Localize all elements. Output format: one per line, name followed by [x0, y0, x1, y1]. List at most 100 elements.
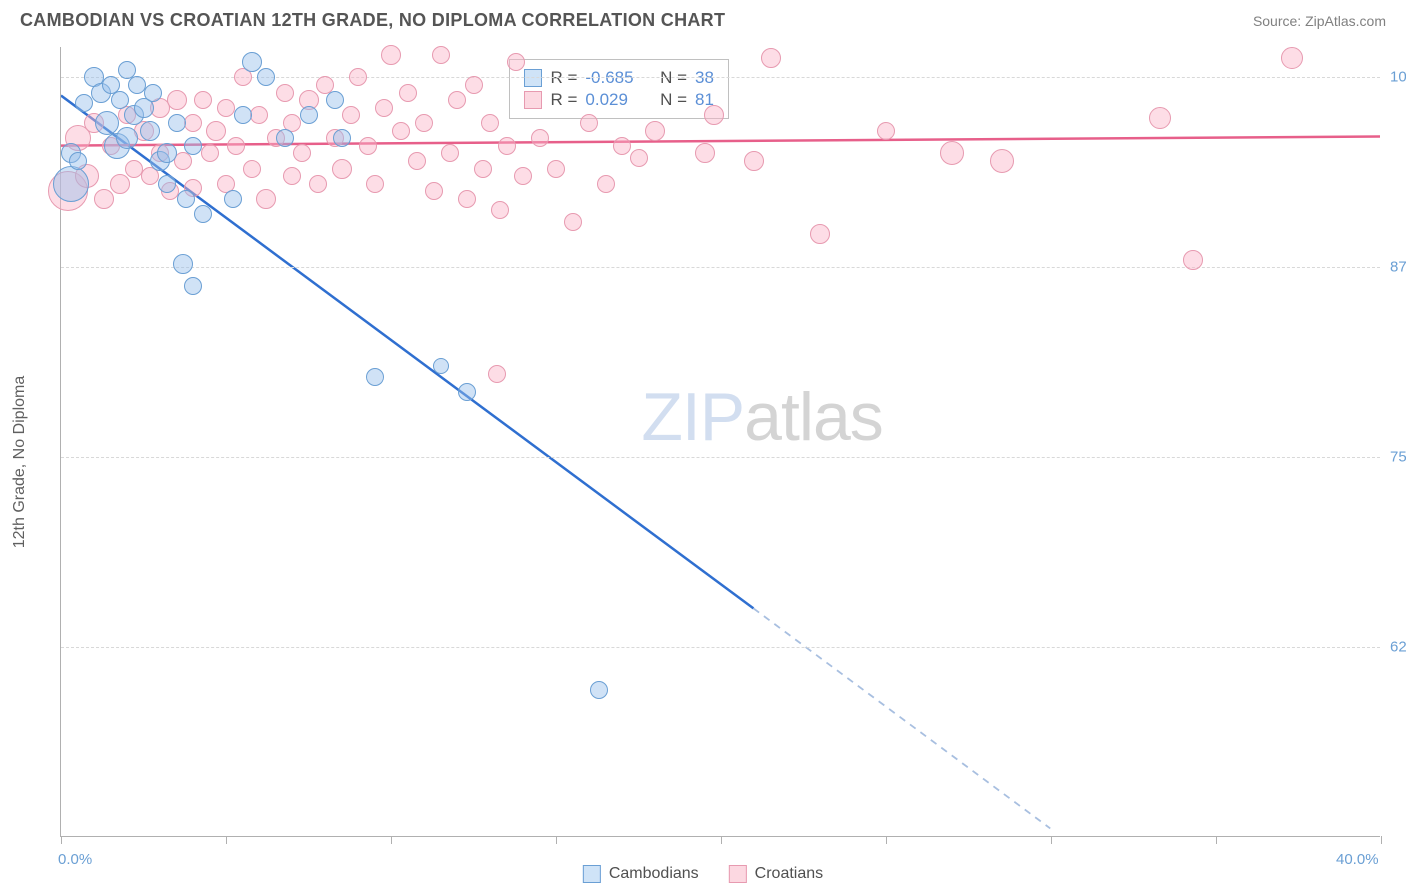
chart-header: CAMBODIAN VS CROATIAN 12TH GRADE, NO DIP… [0, 0, 1406, 37]
data-point [217, 99, 235, 117]
data-point [564, 213, 582, 231]
data-point [375, 99, 393, 117]
data-point [448, 91, 466, 109]
data-point [474, 160, 492, 178]
data-point [276, 129, 294, 147]
data-point [256, 189, 276, 209]
data-point [293, 144, 311, 162]
data-point [224, 190, 242, 208]
data-point [157, 143, 177, 163]
data-point [53, 166, 89, 202]
legend-swatch [524, 91, 542, 109]
data-point [580, 114, 598, 132]
legend-swatch [729, 865, 747, 883]
data-point [645, 121, 665, 141]
gridline [61, 267, 1380, 268]
data-point [283, 167, 301, 185]
data-point [243, 160, 261, 178]
data-point [940, 141, 964, 165]
data-point [514, 167, 532, 185]
legend-item: Croatians [729, 865, 823, 883]
legend-label: Cambodians [609, 865, 699, 883]
data-point [177, 190, 195, 208]
plot-area: ZIPatlas R =-0.685 N =38R =0.029 N =81 1… [60, 47, 1380, 837]
data-point [349, 68, 367, 86]
data-point [309, 175, 327, 193]
data-point [695, 143, 715, 163]
data-point [613, 137, 631, 155]
data-point [234, 106, 252, 124]
data-point [408, 152, 426, 170]
y-tick-label: 100.0% [1390, 69, 1406, 86]
data-point [366, 175, 384, 193]
data-point [507, 53, 525, 71]
data-point [392, 122, 410, 140]
gridline [61, 647, 1380, 648]
data-point [227, 137, 245, 155]
stats-row: R =0.029 N =81 [524, 90, 714, 110]
data-point [300, 106, 318, 124]
data-point [276, 84, 294, 102]
data-point [425, 182, 443, 200]
y-axis-label: 12th Grade, No Diploma [11, 376, 29, 549]
data-point [877, 122, 895, 140]
data-point [366, 368, 384, 386]
legend-label: Croatians [755, 865, 823, 883]
gridline [61, 457, 1380, 458]
data-point [547, 160, 565, 178]
legend-item: Cambodians [583, 865, 699, 883]
data-point [433, 358, 449, 374]
data-point [69, 152, 87, 170]
y-tick-label: 87.5% [1390, 259, 1406, 276]
data-point [332, 159, 352, 179]
data-point [1281, 47, 1303, 69]
data-point [110, 174, 130, 194]
data-point [167, 90, 187, 110]
data-point [95, 111, 119, 135]
data-point [531, 129, 549, 147]
data-point [333, 129, 351, 147]
data-point [128, 76, 146, 94]
data-point [465, 76, 483, 94]
data-point [481, 114, 499, 132]
data-point [158, 175, 176, 193]
x-max-label: 40.0% [1336, 851, 1379, 868]
data-point [810, 224, 830, 244]
source-label: Source: ZipAtlas.com [1253, 13, 1386, 29]
data-point [75, 94, 93, 112]
stat-r-value: 0.029 [585, 90, 647, 110]
x-tick [556, 836, 557, 844]
data-point [761, 48, 781, 68]
data-point [990, 149, 1014, 173]
data-point [1183, 250, 1203, 270]
x-tick [61, 836, 62, 844]
data-point [359, 137, 377, 155]
data-point [458, 190, 476, 208]
data-point [144, 84, 162, 102]
data-point [399, 84, 417, 102]
data-point [1149, 107, 1171, 129]
x-tick [1216, 836, 1217, 844]
data-point [704, 105, 724, 125]
x-tick [1051, 836, 1052, 844]
data-point [184, 137, 202, 155]
data-point [201, 144, 219, 162]
data-point [597, 175, 615, 193]
data-point [250, 106, 268, 124]
data-point [257, 68, 275, 86]
y-tick-label: 75.0% [1390, 449, 1406, 466]
bottom-legend: Cambodians Croatians [583, 865, 823, 883]
data-point [458, 383, 476, 401]
chart-container: 12th Grade, No Diploma ZIPatlas R =-0.68… [0, 37, 1406, 887]
data-point [326, 91, 344, 109]
data-point [432, 46, 450, 64]
chart-title: CAMBODIAN VS CROATIAN 12TH GRADE, NO DIP… [20, 10, 725, 31]
data-point [744, 151, 764, 171]
x-tick [721, 836, 722, 844]
watermark: ZIPatlas [641, 378, 882, 456]
x-tick [1381, 836, 1382, 844]
data-point [168, 114, 186, 132]
data-point [140, 121, 160, 141]
data-point [194, 205, 212, 223]
data-point [125, 160, 143, 178]
